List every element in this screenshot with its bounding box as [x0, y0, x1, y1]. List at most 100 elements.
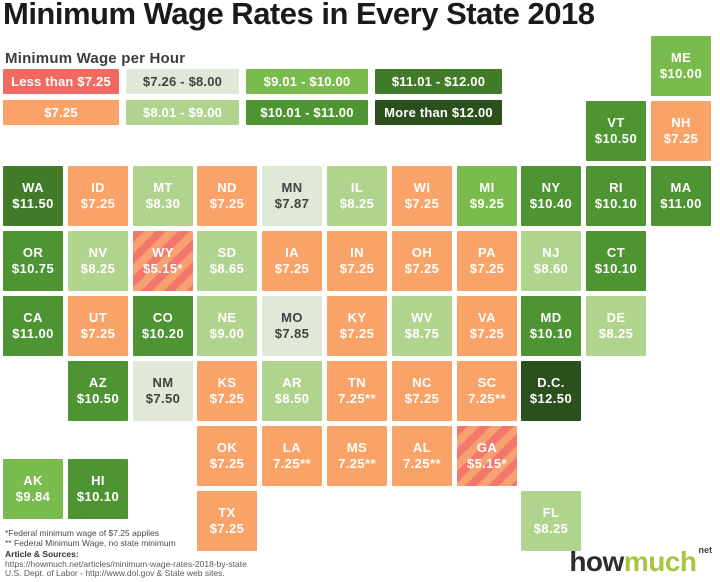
state-wage: 7.25** — [403, 456, 441, 471]
state-abbr: MI — [479, 180, 495, 195]
tile-VA: VA $7.25 — [457, 296, 517, 356]
tile-OH: OH $7.25 — [392, 231, 452, 291]
legend-item-726_800: $7.26 - $8.00 — [126, 69, 239, 94]
state-wage: $9.00 — [209, 326, 245, 341]
legend-item-gt_1200: More than $12.00 — [375, 100, 502, 125]
tile-GA: GA $5.15* — [457, 426, 517, 486]
tile-UT: UT $7.25 — [68, 296, 128, 356]
state-abbr: VA — [478, 310, 496, 325]
state-abbr: ID — [91, 180, 105, 195]
state-abbr: NE — [217, 310, 237, 325]
state-abbr: LA — [282, 440, 302, 455]
state-wage: $11.50 — [12, 196, 54, 211]
state-wage: $9.25 — [469, 196, 505, 211]
state-wage: $10.50 — [76, 391, 120, 406]
state-abbr: FL — [542, 505, 560, 520]
tile-AL: AL 7.25** — [392, 426, 452, 486]
tile-NH: NH $7.25 — [651, 101, 711, 161]
legend: Less than $7.25 $7.26 - $8.00 $9.01 - $10.… — [3, 69, 502, 125]
state-abbr: CA — [23, 310, 43, 325]
state-abbr: SD — [217, 245, 237, 260]
sources-heading: Article & Sources: — [5, 549, 79, 559]
tile-MN: MN $7.87 — [262, 166, 322, 226]
state-abbr: MO — [281, 310, 303, 325]
state-abbr: PA — [478, 245, 496, 260]
source-dol: U.S. Dept. of Labor - http://www.dol.gov… — [5, 568, 225, 578]
state-abbr: TN — [347, 375, 367, 390]
state-abbr: AR — [282, 375, 302, 390]
state-abbr: AL — [412, 440, 432, 455]
state-wage: 7.25** — [273, 456, 311, 471]
tile-NY: NY $10.40 — [521, 166, 581, 226]
tile-FL: FL $8.25 — [521, 491, 581, 551]
state-abbr: GA — [476, 440, 498, 455]
state-abbr: WY — [152, 245, 174, 260]
tile-PA: PA $7.25 — [457, 231, 517, 291]
state-wage: $8.25 — [80, 261, 116, 276]
state-wage: $8.25 — [598, 326, 634, 341]
state-abbr: IN — [350, 245, 364, 260]
logo-net-suffix: net — [698, 545, 713, 555]
tile-WY: WY $5.15* — [133, 231, 193, 291]
tile-WI: WI $7.25 — [392, 166, 452, 226]
state-abbr: DE — [606, 310, 626, 325]
state-wage: $12.50 — [529, 391, 573, 406]
tile-NJ: NJ $8.60 — [521, 231, 581, 291]
legend-item-801_900: $8.01 - $9.00 — [126, 100, 239, 125]
state-abbr: CO — [152, 310, 174, 325]
state-wage: $7.25 — [80, 196, 116, 211]
state-abbr: NJ — [542, 245, 560, 260]
state-abbr: MD — [540, 310, 562, 325]
tile-IA: IA $7.25 — [262, 231, 322, 291]
tile-NC: NC $7.25 — [392, 361, 452, 421]
tile-CT: CT $10.10 — [586, 231, 646, 291]
tile-OK: OK $7.25 — [197, 426, 257, 486]
tile-SC: SC 7.25** — [457, 361, 517, 421]
state-wage: $7.25 — [469, 261, 505, 276]
tile-MI: MI $9.25 — [457, 166, 517, 226]
sources: Article & Sources: https://howmuch.net/a… — [5, 549, 247, 579]
tile-IL: IL $8.25 — [327, 166, 387, 226]
state-wage: $10.10 — [529, 326, 573, 341]
state-abbr: D.C. — [537, 375, 565, 390]
state-abbr: HI — [91, 473, 105, 488]
tile-KY: KY $7.25 — [327, 296, 387, 356]
state-abbr: RI — [609, 180, 623, 195]
legend-item-1101_1200: $11.01 - $12.00 — [375, 69, 502, 94]
tile-IN: IN $7.25 — [327, 231, 387, 291]
state-wage: $8.50 — [274, 391, 310, 406]
footnote-federal-applies: *Federal minimum wage of $7.25 applies — [5, 528, 160, 538]
state-abbr: MS — [346, 440, 368, 455]
tile-MD: MD $10.10 — [521, 296, 581, 356]
tile-HI: HI $10.10 — [68, 459, 128, 519]
state-abbr: NY — [541, 180, 561, 195]
tile-MS: MS 7.25** — [327, 426, 387, 486]
state-wage: $7.25 — [663, 131, 699, 146]
state-wage: $7.25 — [339, 261, 375, 276]
tile-TN: TN 7.25** — [327, 361, 387, 421]
state-abbr: MT — [153, 180, 173, 195]
state-wage: $9.84 — [15, 489, 51, 504]
state-wage: $10.10 — [594, 196, 638, 211]
tile-NE: NE $9.00 — [197, 296, 257, 356]
state-wage: $7.25 — [339, 326, 375, 341]
tile-ND: ND $7.25 — [197, 166, 257, 226]
state-wage: $7.25 — [209, 196, 245, 211]
state-wage: $10.00 — [659, 66, 703, 81]
footnote-no-state-minimum: ** Federal Minimum Wage, no state minimu… — [5, 537, 176, 548]
tile-SD: SD $8.65 — [197, 231, 257, 291]
legend-item-725: $7.25 — [3, 100, 119, 125]
state-wage: $10.75 — [11, 261, 55, 276]
chart-title: Minimum Wage Rates in Every State 2018 — [3, 0, 595, 31]
tile-ME: ME $10.00 — [651, 36, 711, 96]
howmuch-logo: howmuch net — [569, 545, 712, 578]
state-abbr: ME — [670, 50, 692, 65]
state-wage: $8.30 — [145, 196, 181, 211]
legend-item-901_1000: $9.01 - $10.00 — [246, 69, 368, 94]
tile-CO: CO $10.20 — [133, 296, 193, 356]
tile-DC: D.C. $12.50 — [521, 361, 581, 421]
state-wage: $10.50 — [594, 131, 638, 146]
tile-ID: ID $7.25 — [68, 166, 128, 226]
state-abbr: KY — [347, 310, 367, 325]
